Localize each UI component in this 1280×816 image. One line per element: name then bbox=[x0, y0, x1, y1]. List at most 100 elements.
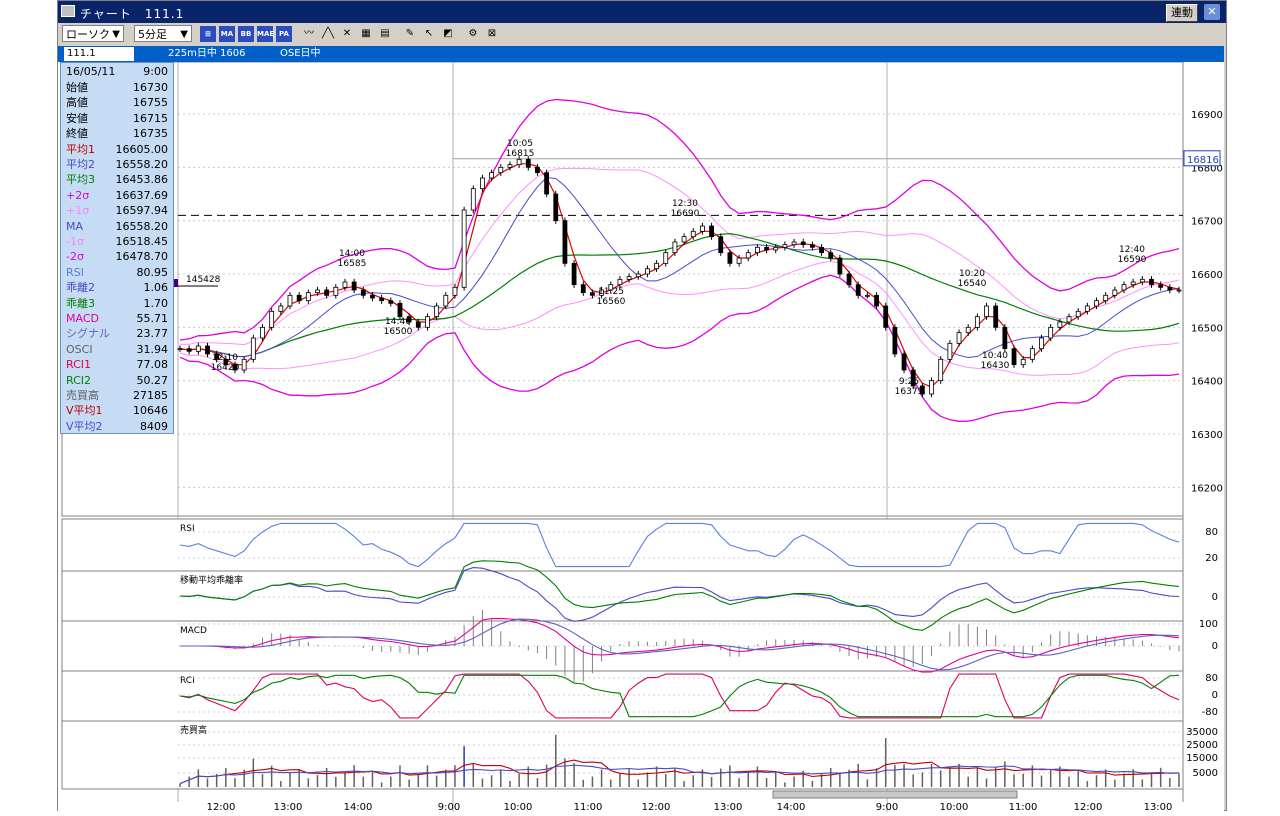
indicator-tick-label: 0 bbox=[1212, 641, 1218, 652]
contract-label: 225m日中 1606 bbox=[168, 48, 246, 59]
candle bbox=[1103, 294, 1109, 302]
link-button[interactable]: 連動 bbox=[1166, 4, 1198, 22]
mae-button[interactable]: MAE bbox=[257, 26, 274, 42]
info-bar: 111.1 225m日中 1606 OSE日中 bbox=[58, 46, 1224, 62]
data-panel-value: 1.06 bbox=[143, 281, 169, 295]
candle bbox=[617, 278, 623, 286]
cursor-icon[interactable]: ↖ bbox=[424, 28, 434, 39]
data-panel-key: 平均2 bbox=[66, 158, 95, 171]
pen-icon[interactable]: ✎ bbox=[405, 28, 415, 39]
current-price-label: 16816 bbox=[1187, 155, 1219, 166]
data-panel-key: 始値 bbox=[66, 81, 88, 94]
price-annotation-price: 16590 bbox=[1118, 255, 1147, 265]
data-panel-value: 16730 bbox=[133, 81, 168, 94]
candle bbox=[525, 158, 531, 168]
candle bbox=[1075, 310, 1081, 318]
indicator-panel-title: RCI bbox=[180, 676, 195, 686]
data-panel-value: 50.27 bbox=[136, 373, 169, 387]
chevron-down-icon: ▼ bbox=[112, 29, 120, 40]
indicator-panel bbox=[61, 570, 1184, 622]
grid-icon[interactable]: ▤ bbox=[380, 28, 390, 39]
data-panel-key: 高値 bbox=[66, 96, 88, 110]
eraser-icon[interactable]: ◩ bbox=[443, 28, 453, 39]
candle bbox=[388, 300, 394, 304]
candle bbox=[645, 268, 650, 275]
candle bbox=[626, 276, 632, 280]
data-panel-value: 16637.69 bbox=[115, 188, 169, 202]
data-panel-row: MA 16558.20 bbox=[64, 219, 170, 234]
candle bbox=[571, 262, 577, 286]
cross-icon[interactable]: ✕ bbox=[342, 28, 352, 39]
indicator-tick-label: 35000 bbox=[1186, 727, 1218, 738]
ma3-line bbox=[179, 232, 1180, 358]
indicator-panel-title: 売買高 bbox=[180, 724, 207, 736]
time-axis-label: 12:00 bbox=[1074, 802, 1103, 812]
candle bbox=[1029, 348, 1035, 360]
candle bbox=[1057, 321, 1063, 328]
candle bbox=[663, 252, 669, 264]
rci1-line bbox=[179, 673, 1180, 719]
candle bbox=[690, 230, 696, 238]
trendline-icon[interactable]: 〰 bbox=[304, 28, 314, 39]
indicator-icon[interactable]: ⊞ bbox=[200, 26, 216, 42]
data-panel-row: RCI1 77.08 bbox=[64, 357, 170, 372]
candle bbox=[370, 294, 375, 299]
data-panel-value: 27185 bbox=[133, 389, 168, 402]
price-chart[interactable]: 16200 16300 16400 16500 16600 16700 16800 16900… bbox=[58, 61, 1224, 813]
candle bbox=[241, 358, 247, 371]
time-axis-label: 9:00 bbox=[438, 802, 460, 812]
ma2-line bbox=[179, 176, 1180, 359]
candle bbox=[324, 289, 330, 296]
price-annotation-price: 16815 bbox=[506, 149, 535, 159]
code-input[interactable]: 111.1 bbox=[64, 47, 134, 61]
indicator-tick-label: 5000 bbox=[1193, 768, 1218, 779]
data-panel-key: -1σ bbox=[66, 235, 84, 248]
bb-lower1-line bbox=[179, 260, 1180, 376]
indicator-panel-title: MACD bbox=[180, 626, 207, 636]
data-panel-row: シグナル 23.77 bbox=[64, 326, 170, 341]
tag-icon[interactable]: ⚙ bbox=[468, 28, 478, 39]
date-label: 16/05/11 bbox=[66, 65, 116, 78]
candle bbox=[351, 281, 357, 291]
data-panel-row: V平均1 10646 bbox=[64, 403, 170, 418]
candle bbox=[1112, 289, 1118, 296]
data-panel-key: +1σ bbox=[66, 204, 90, 218]
data-panel-value: 16755 bbox=[133, 96, 168, 110]
bb-button[interactable]: BB bbox=[238, 26, 254, 42]
price-annotation-time: 14:40 bbox=[385, 317, 411, 327]
candle bbox=[974, 316, 980, 328]
data-panel-value: 16597.94 bbox=[115, 204, 169, 218]
fibo-icon[interactable]: ▦ bbox=[361, 28, 371, 39]
time-axis-label: 13:00 bbox=[274, 802, 303, 812]
data-panel-row: RCI2 50.27 bbox=[64, 373, 170, 388]
candle bbox=[883, 305, 889, 328]
candle bbox=[846, 273, 852, 286]
indicator-tick-label: -80 bbox=[1202, 707, 1218, 718]
price-tick-label: 16400 bbox=[1191, 377, 1223, 388]
chart-area[interactable]: 16200 16300 16400 16500 16600 16700 16800 16900… bbox=[58, 61, 1224, 813]
data-panel-row: MACD 55.71 bbox=[64, 311, 170, 326]
time-axis-label: 12:00 bbox=[642, 802, 671, 812]
candle bbox=[544, 172, 550, 195]
delete-icon[interactable]: ⊠ bbox=[487, 28, 497, 39]
candle bbox=[938, 358, 944, 382]
close-icon[interactable]: ✕ bbox=[1204, 4, 1220, 20]
time-axis-label: 10:00 bbox=[940, 802, 969, 812]
rci2-line bbox=[179, 674, 1180, 718]
data-panel-value: 16518.45 bbox=[115, 235, 169, 248]
zigzag-icon[interactable]: ╱╲ bbox=[321, 28, 335, 39]
data-panel-row: +2σ 16637.69 bbox=[64, 188, 170, 203]
period-select[interactable]: 5分足 ▼ bbox=[134, 25, 192, 42]
chevron-down-icon: ▼ bbox=[180, 29, 188, 40]
pa-button[interactable]: PA bbox=[276, 26, 292, 42]
indicator-panel-title: RSI bbox=[180, 524, 195, 534]
price-annotation-time: 12:30 bbox=[672, 199, 698, 209]
ma-button[interactable]: MA bbox=[219, 26, 235, 42]
price-panel bbox=[61, 61, 1184, 517]
candle bbox=[415, 321, 421, 328]
data-panel-row: 平均1 16605.00 bbox=[64, 142, 170, 157]
chart-type-select[interactable]: ローソク ▼ bbox=[62, 25, 124, 42]
candle bbox=[214, 353, 220, 360]
price-tick-label: 16800 bbox=[1191, 163, 1223, 174]
candle bbox=[864, 294, 870, 297]
